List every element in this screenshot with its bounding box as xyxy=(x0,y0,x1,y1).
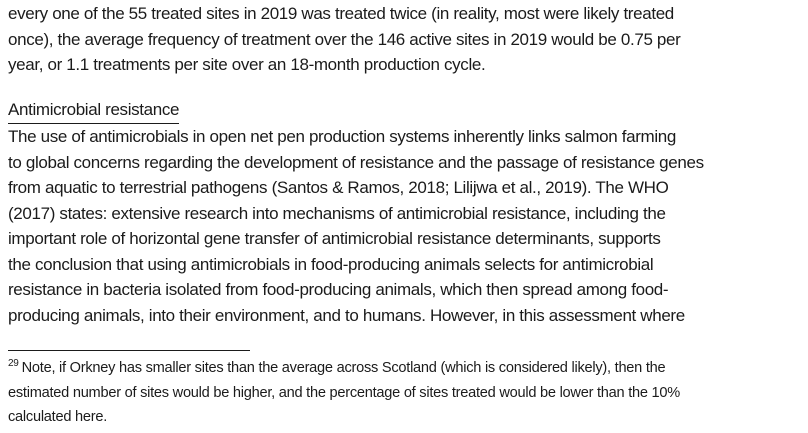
footnote-line: calculated here. xyxy=(8,409,108,425)
section-paragraph-line: the conclusion that using antimicrobials… xyxy=(8,254,654,274)
section-paragraph-line: from aquatic to terrestrial pathogens (S… xyxy=(8,178,669,197)
intro-paragraph-line: year, or 1.1 treatments per site over an… xyxy=(8,55,486,74)
intro-paragraph-line: once), the average frequency of treatmen… xyxy=(8,29,681,49)
footnote-marker: 29 xyxy=(8,358,19,370)
footnote-line: estimated number of sites would be highe… xyxy=(8,384,681,401)
section-paragraph-line: to global concerns regarding the develop… xyxy=(8,152,704,172)
section-paragraph-line: producing animals, into their environmen… xyxy=(8,305,685,325)
section-heading-text: Antimicrobial resistance xyxy=(8,97,179,124)
section-paragraph: The use of antimicrobials in open net pe… xyxy=(8,124,802,328)
section-heading: Antimicrobial resistance xyxy=(8,97,802,124)
footnote: 29 Note, if Orkney has smaller sites than… xyxy=(8,356,802,430)
footnote-line: 29 Note, if Orkney has smaller sites than… xyxy=(8,356,802,381)
section-paragraph-line: (2017) states: extensive research into m… xyxy=(8,203,666,223)
section-paragraph-line: resistance in bacteria isolated from foo… xyxy=(8,280,669,299)
section-paragraph-line: important role of horizontal gene transf… xyxy=(8,229,661,248)
intro-paragraph-line: every one of the 55 treated sites in 201… xyxy=(8,4,674,23)
intro-paragraph: every one of the 55 treated sites in 201… xyxy=(8,1,802,78)
section-paragraph-line: The use of antimicrobials in open net pe… xyxy=(8,127,676,146)
footnote-separator-rule xyxy=(8,350,250,351)
footnote-line-text: Note, if Orkney has smaller sites than t… xyxy=(21,360,666,376)
